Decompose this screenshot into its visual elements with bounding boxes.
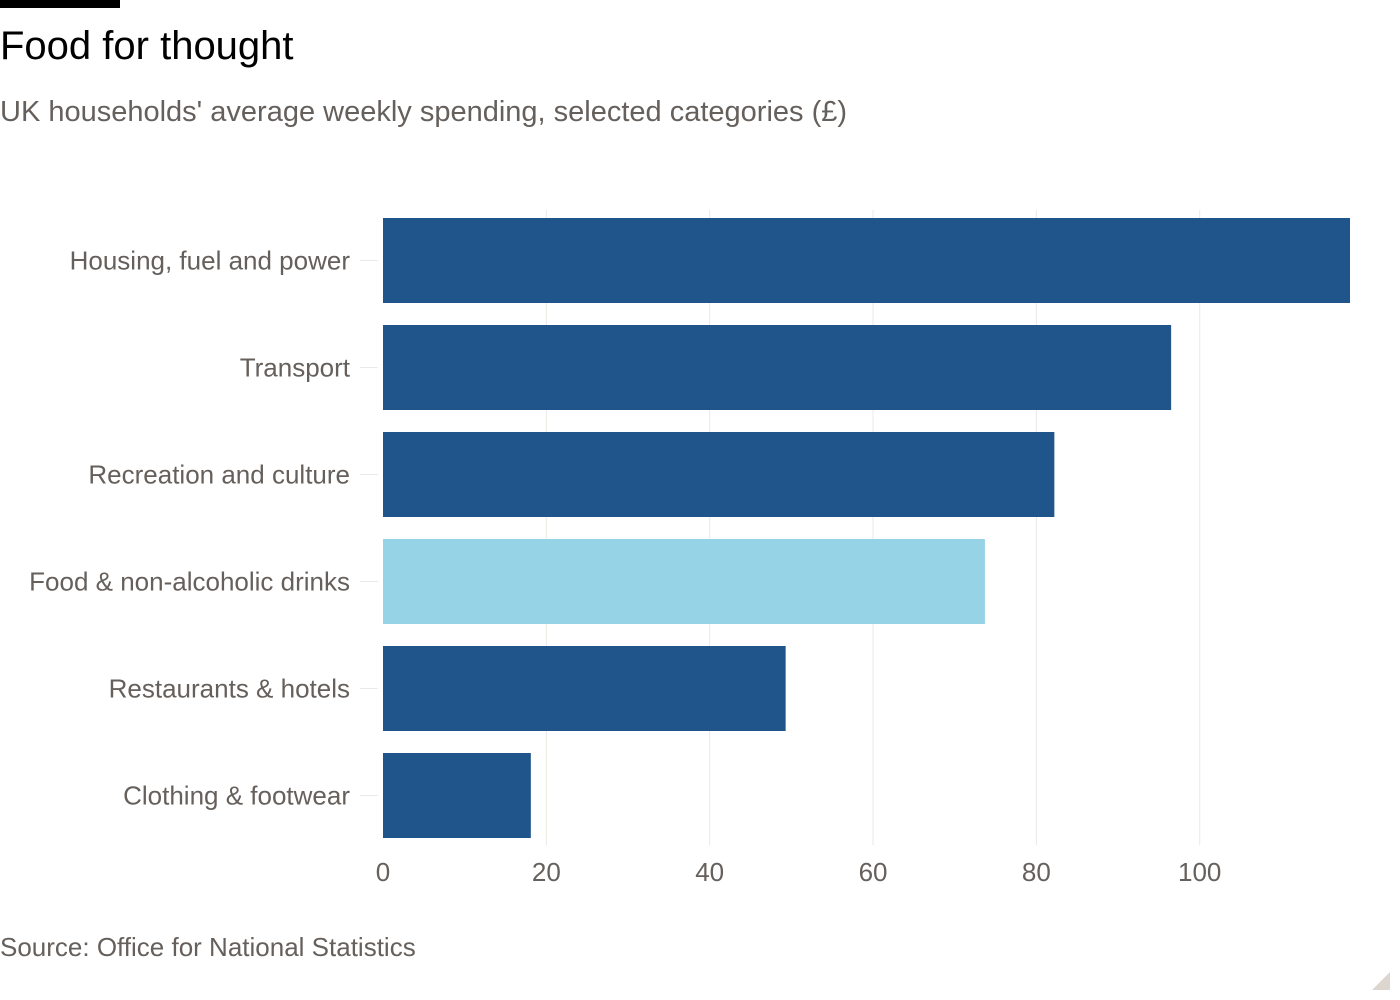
- bar-1: [383, 325, 1172, 410]
- x-tick-label-100: 100: [1178, 857, 1221, 887]
- category-label-3: Food & non-alcoholic drinks: [29, 567, 350, 597]
- x-tick-label-0: 0: [376, 857, 390, 887]
- chart-subtitle: UK households' average weekly spending, …: [0, 96, 848, 128]
- source-note: Source: Office for National Statistics: [0, 932, 416, 962]
- category-label-5: Clothing & footwear: [123, 781, 350, 811]
- bar-4: [383, 646, 786, 731]
- bar-0: [383, 218, 1350, 303]
- category-label-2: Recreation and culture: [88, 460, 350, 490]
- category-label-0: Housing, fuel and power: [70, 246, 351, 276]
- x-tick-label-20: 20: [532, 857, 561, 887]
- x-tick-label-40: 40: [695, 857, 724, 887]
- corner-mark: [1372, 972, 1390, 990]
- category-label-4: Restaurants & hotels: [109, 674, 350, 704]
- top-rule: [0, 0, 120, 8]
- bar-2: [383, 432, 1055, 517]
- bar-5: [383, 753, 531, 838]
- x-tick-label-80: 80: [1022, 857, 1051, 887]
- bar-3: [383, 539, 985, 624]
- x-tick-label-60: 60: [859, 857, 888, 887]
- category-label-1: Transport: [240, 353, 351, 383]
- chart-title: Food for thought: [0, 24, 294, 68]
